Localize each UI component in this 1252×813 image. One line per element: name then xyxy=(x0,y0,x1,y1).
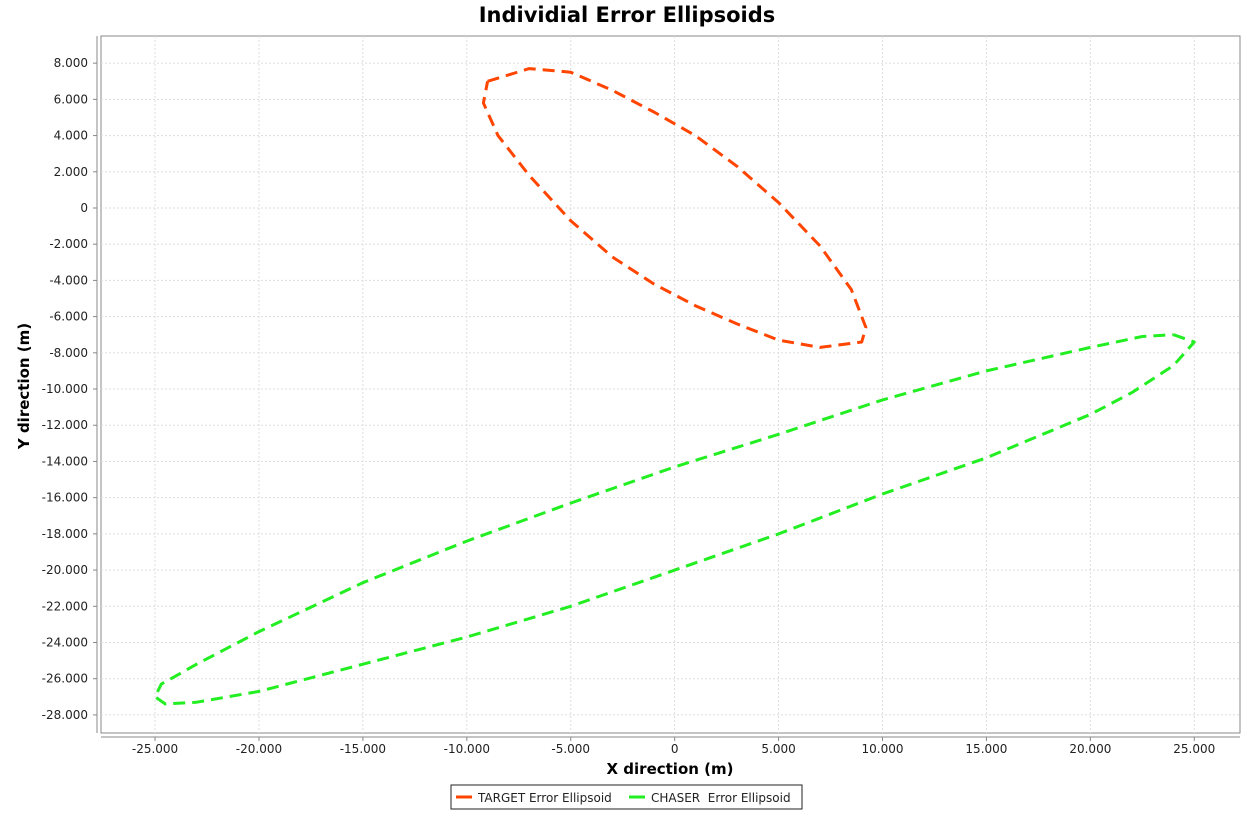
x-tick-label: 10.000 xyxy=(862,742,904,756)
y-axis-ticks: 8.000 6.000 4.000 2.000 0 -2.000 -4.000 -6.000 -… xyxy=(42,56,97,722)
y-tick-label: -16.000 xyxy=(42,491,88,505)
y-tick-label: -24.000 xyxy=(42,635,88,649)
y-tick-label: -22.000 xyxy=(42,599,88,613)
legend-box xyxy=(450,784,803,810)
y-tick-label: -4.000 xyxy=(49,273,88,287)
legend-label-target: TARGET Error Ellipsoid xyxy=(477,791,612,805)
x-tick-label: -10.000 xyxy=(444,742,490,756)
chaser-ellipse-line xyxy=(153,333,1196,706)
y-tick-label: -8.000 xyxy=(49,346,88,360)
x-tick-label: 25.000 xyxy=(1173,742,1215,756)
target-ellipse-line xyxy=(481,67,868,349)
chart-title: Individial Error Ellipsoids xyxy=(479,3,776,27)
x-axis-ticks: -25.000 -20.000 -15.000 -10.000 -5.000 0 5.000… xyxy=(132,737,1215,756)
y-tick-label: -14.000 xyxy=(42,454,88,468)
y-tick-label: -6.000 xyxy=(49,310,88,324)
series-layer xyxy=(153,67,1196,706)
y-tick-label: 6.000 xyxy=(54,92,88,106)
x-tick-label: 0 xyxy=(671,742,679,756)
y-tick-label: -12.000 xyxy=(42,418,88,432)
grid-lines xyxy=(101,36,1240,733)
x-tick-label: -15.000 xyxy=(340,742,386,756)
y-tick-label: 0 xyxy=(80,201,88,215)
plot-area xyxy=(100,35,1241,734)
y-tick-label: 2.000 xyxy=(54,165,88,179)
y-tick-label: -26.000 xyxy=(42,672,88,686)
y-tick-label: -28.000 xyxy=(42,708,88,722)
x-axis-label: X direction (m) xyxy=(607,760,734,778)
x-tick-label: -5.000 xyxy=(551,742,590,756)
x-tick-label: -25.000 xyxy=(132,742,178,756)
y-tick-label: 8.000 xyxy=(54,56,88,70)
y-tick-label: -18.000 xyxy=(42,527,88,541)
y-tick-label: -10.000 xyxy=(42,382,88,396)
x-tick-label: 5.000 xyxy=(761,742,795,756)
y-tick-label: -2.000 xyxy=(49,237,88,251)
legend-label-chaser: CHASER Error Ellipsoid xyxy=(651,791,791,805)
y-tick-label: -20.000 xyxy=(42,563,88,577)
x-tick-label: 20.000 xyxy=(1069,742,1111,756)
x-tick-label: 15.000 xyxy=(965,742,1007,756)
x-tick-label: -20.000 xyxy=(236,742,282,756)
y-axis-label: Y direction (m) xyxy=(15,323,33,450)
legend: TARGET Error Ellipsoid CHASER Error Elli… xyxy=(450,784,803,810)
y-tick-label: 4.000 xyxy=(54,129,88,143)
